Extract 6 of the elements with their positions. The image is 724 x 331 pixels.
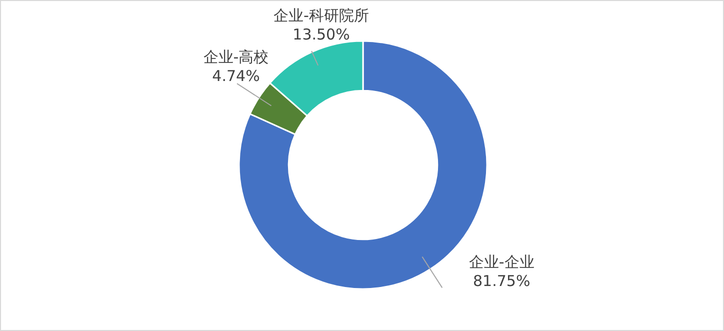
data-label: 4.74%: [212, 67, 260, 86]
slice-label: 企业-高校: [203, 48, 269, 66]
slice-label: 企业-企业: [468, 252, 534, 271]
data-label: 13.50%: [292, 25, 350, 44]
slice-label: 企业-科研院所: [274, 6, 369, 24]
data-label: 81.75%: [473, 272, 530, 290]
